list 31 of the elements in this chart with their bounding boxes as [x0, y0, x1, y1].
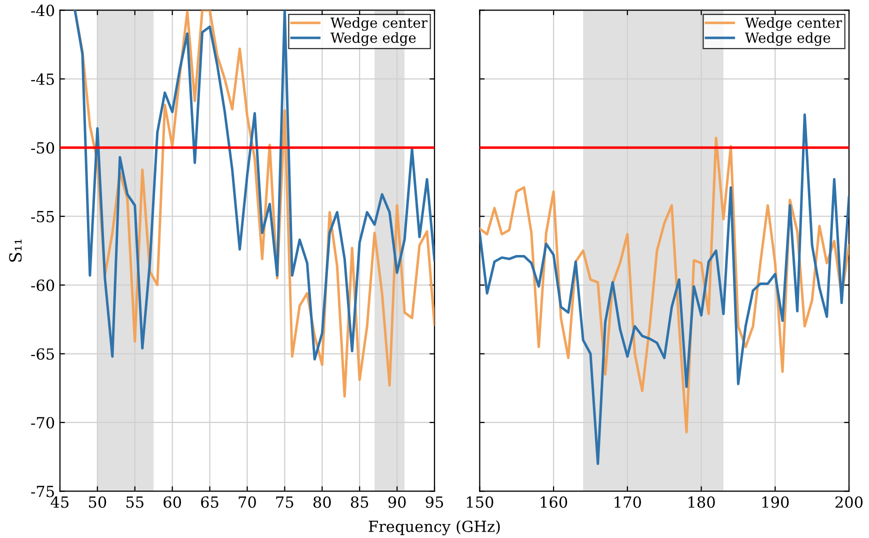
- x-tick-label: 170: [614, 496, 641, 508]
- x-tick-label: 45: [50, 496, 68, 508]
- x-tick-label: 65: [201, 496, 218, 508]
- x-tick-label: 80: [313, 496, 331, 508]
- x-axis-title: Frequency (GHz): [368, 520, 500, 536]
- x-tick-label: 200: [835, 496, 863, 508]
- y-tick-label: -75: [31, 486, 54, 498]
- y-tick-label: -50: [31, 142, 54, 154]
- x-tick-label: 85: [350, 496, 368, 508]
- x-tick-label: 95: [426, 496, 444, 508]
- x-tick-label: 70: [238, 496, 256, 508]
- x-tick-label: 50: [88, 496, 106, 508]
- x-tick-label: 60: [164, 496, 182, 508]
- legend-label: Wedge center: [330, 17, 428, 31]
- y-tick-label: -60: [31, 280, 54, 292]
- x-tick-label: 190: [762, 496, 789, 508]
- y-tick-label: -40: [31, 4, 54, 16]
- x-tick-label: 150: [466, 496, 494, 508]
- y-tick-label: -45: [31, 73, 54, 85]
- y-tick-label: -70: [31, 416, 54, 429]
- x-tick-label: 75: [276, 496, 294, 508]
- legend-label: Wedge edge: [744, 32, 830, 46]
- y-axis-title: S₁₁: [9, 240, 22, 262]
- y-tick-label: -65: [31, 348, 54, 360]
- y-tick-label: -55: [31, 211, 54, 222]
- legend-label: Wedge edge: [330, 32, 416, 46]
- x-tick-label: 55: [126, 496, 144, 508]
- x-tick-label: 180: [688, 496, 715, 508]
- x-tick-label: 160: [540, 496, 568, 508]
- x-tick-label: 90: [388, 496, 406, 508]
- legend-label: Wedge center: [744, 17, 842, 31]
